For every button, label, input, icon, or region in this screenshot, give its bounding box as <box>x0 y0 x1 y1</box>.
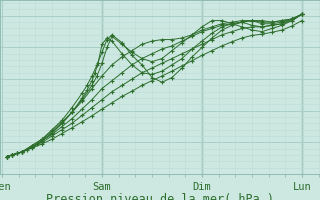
X-axis label: Pression niveau de la mer( hPa ): Pression niveau de la mer( hPa ) <box>46 193 274 200</box>
